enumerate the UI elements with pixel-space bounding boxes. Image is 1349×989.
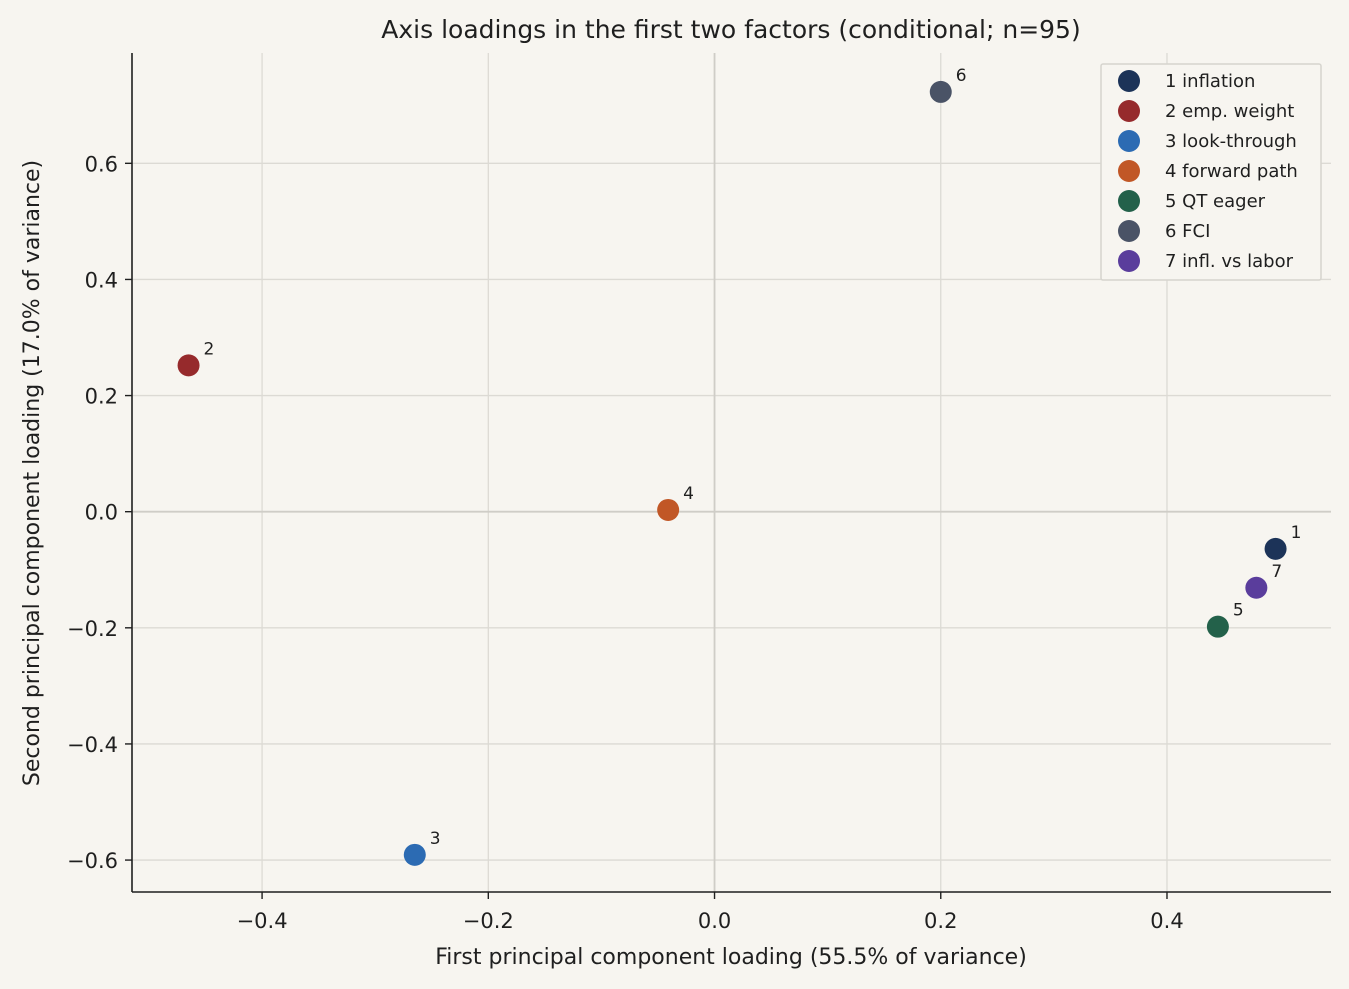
legend: 1 inflation 2 emp. weight 3 look-through 4 …	[1100, 63, 1322, 281]
y-tick-label: 0.0	[85, 501, 118, 525]
data-point-label-2: 2	[204, 339, 215, 359]
data-point-label-6: 6	[956, 66, 967, 86]
data-point-label-1: 1	[1291, 523, 1302, 543]
legend-entry-7: 7 infl. vs labor	[1165, 251, 1294, 272]
legend-marker-3	[1118, 130, 1140, 152]
data-point-4	[657, 498, 680, 521]
legend-marker-4	[1118, 160, 1140, 182]
chart-title: Axis loadings in the first two factors (…	[381, 15, 1080, 44]
x-axis-label: First principal component loading (55.5%…	[435, 945, 1027, 970]
data-point-5	[1206, 615, 1229, 638]
legend-marker-7	[1118, 250, 1140, 272]
y-tick-label: −0.6	[67, 849, 118, 873]
y-axis-ticks: −0.6 −0.4 −0.2 0.0 0.2 0.4 0.6	[67, 152, 132, 873]
data-point-1	[1264, 537, 1287, 560]
legend-entry-1: 1 inflation	[1165, 71, 1255, 92]
legend-entry-6: 6 FCI	[1165, 221, 1210, 242]
y-tick-label: 0.4	[85, 268, 118, 292]
legend-marker-6	[1118, 220, 1140, 242]
x-tick-label: −0.2	[463, 909, 514, 933]
y-tick-label: −0.2	[67, 617, 118, 641]
data-point-7	[1245, 576, 1268, 599]
axes	[131, 53, 1331, 893]
y-axis-label: Second principal component loading (17.0…	[20, 160, 45, 786]
data-point-label-4: 4	[683, 484, 694, 504]
x-tick-label: 0.0	[698, 909, 731, 933]
x-tick-label: −0.4	[237, 909, 288, 933]
legend-entry-5: 5 QT eager	[1165, 191, 1266, 212]
zero-lines	[132, 53, 1331, 892]
legend-entry-4: 4 forward path	[1165, 161, 1298, 182]
x-axis-ticks: −0.4 −0.2 0.0 0.2 0.4	[237, 892, 1184, 933]
legend-entry-2: 2 emp. weight	[1165, 101, 1294, 122]
data-point-6	[929, 80, 952, 103]
data-point-3	[403, 843, 426, 866]
y-tick-label: −0.4	[67, 733, 118, 757]
data-point-label-5: 5	[1233, 601, 1244, 621]
legend-marker-2	[1118, 100, 1140, 122]
data-points: 1 2 3 4 5 6 7	[177, 66, 1302, 866]
legend-marker-5	[1118, 190, 1140, 212]
legend-marker-1	[1118, 70, 1140, 92]
x-tick-label: 0.2	[924, 909, 957, 933]
data-point-2	[177, 354, 200, 377]
y-tick-label: 0.6	[85, 152, 118, 176]
data-point-label-3: 3	[430, 829, 441, 849]
x-tick-label: 0.4	[1150, 909, 1183, 933]
y-tick-label: 0.2	[85, 385, 118, 409]
data-point-label-7: 7	[1271, 562, 1282, 582]
legend-box	[1100, 63, 1322, 281]
legend-entry-3: 3 look-through	[1165, 131, 1297, 152]
